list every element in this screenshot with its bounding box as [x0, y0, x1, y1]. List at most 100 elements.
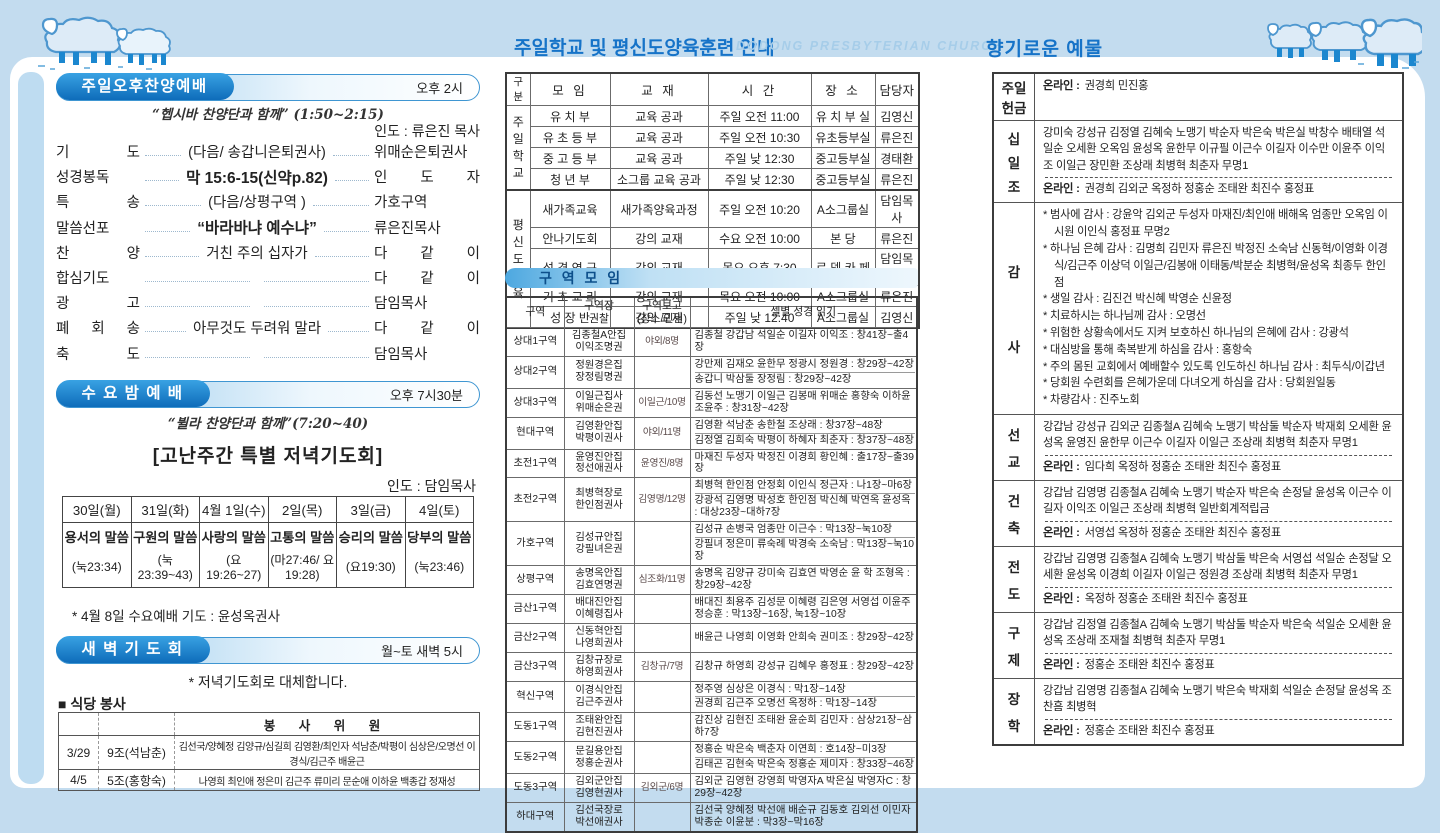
cell-bible-reading: 김외군 김영현 강영희 박영자A 박은실 박영자C : 창29장~42장 — [689, 773, 918, 804]
service-date: 3/29 — [58, 735, 99, 770]
service-members: 김선국/양혜정 김양규/심길희 김영환/최인자 석남춘/박평이 심상은/오명선 … — [174, 735, 480, 770]
cell-report — [633, 622, 691, 653]
cell-row: 상대2구역 정원경은집 장정림명권 강만제 김재오 윤한무 정광시 정원경 : … — [505, 355, 918, 389]
worship-order-row: 기 도 (다음/ 송갑니은퇴권사) 위매순은퇴권사 — [56, 139, 480, 164]
cell-bible-reading: 정홍순 박은숙 백춘자 이연희 : 호14장~미3장 김태곤 김현숙 박은숙 정홍… — [689, 741, 918, 775]
order-item-label: 말씀선포 — [56, 220, 110, 237]
thanks-item: * 치료하시는 하나님께 감사 : 오명선 — [1043, 310, 1206, 323]
thanks-item: * 대심방을 통해 축복받게 하심을 감사 : 홍항숙 — [1043, 343, 1253, 356]
verse-cell: (눅23:46) — [404, 548, 474, 588]
col-header: 담당자 — [874, 72, 920, 107]
school-row: 안나기도회 강의 교재 수요 오전 10:00 본 당 류은진 — [506, 227, 920, 250]
place: 중고등부실 — [810, 147, 876, 170]
online-label: 온라인 : — [1043, 724, 1080, 737]
section-title: 주일오후찬양예배 — [55, 73, 234, 101]
order-item-person: 인 도 자 — [374, 170, 481, 187]
col-header: 장 소 — [810, 72, 876, 107]
online-label: 온라인 : — [1043, 80, 1080, 92]
cell-bible-reading: 김선국 양혜정 박선애 배순규 김동호 김외선 이민자 박종순 이윤분 : 막3… — [689, 802, 918, 833]
cell-bible-reading: 마재진 두성자 박정진 이경희 황인혜 : 출17장~출39장 — [689, 448, 918, 479]
order-item-content: 아무것도 두려워 말라 — [192, 321, 322, 338]
dotted-leader — [332, 155, 369, 157]
online-names: 정홍순 조태완 최진수 홍정표 — [1084, 658, 1215, 671]
worship-leader: 인도 : 류은진 목사 — [374, 123, 480, 139]
cell-row: 금산3구역 김창규장로 하영희권사 김창규/7명 김창규 하영희 강성규 김혜우… — [505, 651, 918, 682]
church-name: DODONG PRESBYTERIAN CHURCH — [736, 39, 1004, 53]
order-item-label: 기 도 — [56, 145, 140, 162]
col-header: 교 재 — [609, 72, 709, 107]
online-offering-line: 온라인 : 정홍순 조태완 최진수 홍정표 — [1043, 657, 1394, 673]
time: 주일 오전 11:00 — [707, 105, 812, 128]
praise-team-note: “헵시바 찬양단과 함께” (1:50~2:15) — [152, 107, 384, 123]
worship-order-row: 축 도 담임목사 — [56, 341, 480, 366]
thanks-item: * 당회원 수련회를 은혜가운데 다녀오게 하심을 감사 : 당회원일동 — [1043, 377, 1336, 390]
cell-bible-reading: 배대진 최용주 김성문 이혜령 김은영 서영섭 이윤주 정승훈 : 막13장~1… — [689, 593, 918, 624]
meeting: 중 고 등 부 — [529, 147, 611, 170]
cell-name: 상대3구역 — [505, 387, 565, 418]
dotted-leader — [328, 331, 369, 333]
school-row: 유 초 등 부 교육 공과 주일 오전 10:30 유초등부실 류은진 — [506, 126, 920, 149]
order-item-content: 막 15:6-15(신약p.82) — [186, 169, 328, 187]
textbook: 교육 공과 — [609, 147, 709, 170]
cell-name: 상대1구역 — [505, 327, 565, 357]
order-item-person: 가호구역 — [374, 195, 428, 212]
section-time: 오후 7시30분 — [389, 388, 463, 403]
person: 김영신 — [874, 105, 920, 128]
offering-names: 강갑남 김영명 김종철A 김혜숙 노맹기 박삼둘 박은숙 서영섭 석일순 손정달… — [1043, 553, 1392, 582]
order-item-label: 성경봉독 — [56, 170, 110, 187]
dotted-leader — [334, 180, 370, 182]
day-cell: 4월 1일(수) — [199, 496, 269, 523]
passion-week-table: 30일(월) 31일(화) 4월 1일(수) 2일(목) 3일(금) 4일(토) 용서의 … — [62, 496, 474, 588]
section-title: 새 벽 기 도 회 — [55, 636, 210, 664]
online-offering-line: 온라인 : 서영섭 옥정하 정홍순 조태완 최진수 홍정표 — [1043, 525, 1394, 541]
order-item-person: 류은진목사 — [374, 220, 441, 237]
online-label: 온라인 : — [1043, 526, 1080, 539]
online-names: 옥정하 정홍순 조태완 최진수 홍정표 — [1084, 592, 1248, 605]
cell-report: 야외/11명 — [633, 416, 691, 450]
verse-cell: (마27:46/ 요19:28) — [267, 548, 337, 588]
theme-cell: 승리의 말씀 — [336, 522, 406, 548]
section-time: 월~토 새벽 5시 — [381, 644, 463, 659]
divider — [1045, 520, 1392, 522]
cafeteria-row: 4/5 5조(홍항숙) 나영희 최인애 정은미 김근주 류미리 문순애 이하윤 … — [58, 769, 480, 791]
praise-team-note: “뷜라 찬양단과 함께”(7:20~40) — [167, 416, 369, 432]
cafeteria-service-title: ■ 식당 봉사 — [58, 696, 126, 712]
cell-leader: 윤영진안집 정선애권사 — [563, 448, 635, 479]
worship-order-row: 광 고 담임목사 — [56, 290, 480, 315]
section-time: 오후 2시 — [416, 81, 463, 96]
school-row: 중 고 등 부 교육 공과 주일 낮 12:30 중고등부실 경태환 — [506, 147, 920, 170]
day-cell: 3일(금) — [336, 496, 406, 523]
cafeteria-table: 봉 사 위 원 3/29 9조(석남춘) 김선국/양혜정 김양규/심길희 김영환… — [58, 712, 480, 791]
wednesday-note: * 4월 8일 수요예배 기도 : 윤성옥권사 — [72, 609, 280, 624]
cafeteria-header-row: 봉 사 위 원 — [58, 712, 480, 736]
meeting: 청 년 부 — [529, 168, 611, 191]
theme-cell: 용서의 말씀 — [62, 522, 132, 548]
dotted-leader — [145, 180, 180, 182]
worship-order-list: 기 도 (다음/ 송갑니은퇴권사) 위매순은퇴권사 성경봉독 막 15:6-15… — [56, 139, 480, 366]
dotted-leader — [145, 155, 182, 157]
cell-bible-reading: 배윤근 나영희 이영화 안희숙 권미조 : 창29장~42장 — [689, 622, 918, 653]
order-item-content: (다음/ 송갑니은퇴권사) — [188, 145, 326, 162]
time: 주일 낮 12:30 — [707, 147, 812, 170]
cell-bible-reading: 정주영 심상은 이경식 : 막1장~14장 권경희 김근주 오명선 옥정하 : 막… — [689, 680, 918, 714]
offering-category: 주일 헌금 — [994, 74, 1035, 120]
dotted-leader — [264, 281, 369, 283]
cell-leader: 김영환안집 박평이권사 — [563, 416, 635, 450]
cell-report: 이일근/10명 — [633, 387, 691, 418]
left-margin-ribbon — [18, 72, 44, 784]
right-column-title: 향기로운 예물 — [986, 39, 1104, 60]
verse-cell: (눅23:39~43) — [130, 548, 200, 588]
cell-bible-reading: 송명옥 김양규 강미숙 김효연 박영순 윤 학 조형옥 : 창29장~42장 — [689, 565, 918, 595]
time: 주일 오전 10:30 — [707, 126, 812, 149]
cell-report — [633, 355, 691, 389]
textbook: 교육 공과 — [609, 105, 709, 128]
